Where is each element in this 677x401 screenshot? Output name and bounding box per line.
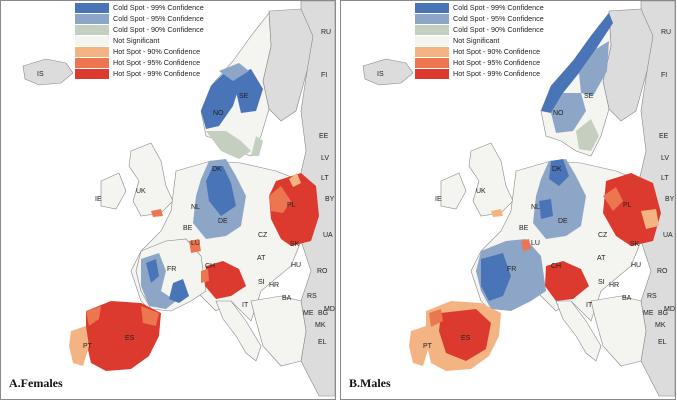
map-panel-females: Cold Spot - 99% Confidence Cold Spot - 9…: [0, 0, 336, 400]
panel-title: B.Males: [349, 376, 391, 390]
map-panel-males: Cold Spot - 99% Confidence Cold Spot - 9…: [340, 0, 676, 400]
legend-swatch-not-significant: [415, 36, 449, 46]
europe-map-females: [22, 1, 335, 397]
legend-swatch-hot-90: [415, 47, 449, 57]
legend-swatch-cold-95: [415, 14, 449, 24]
legend-swatch-cold-90: [75, 25, 109, 35]
legend-swatch-cold-95: [75, 14, 109, 24]
legend-swatch-hot-90: [75, 47, 109, 57]
legend-swatch-hot-95: [75, 58, 109, 68]
europe-map-males: [362, 1, 675, 397]
legend-swatch-cold-99: [75, 3, 109, 13]
legend-swatch-not-significant: [75, 36, 109, 46]
legend-swatch-hot-95: [415, 58, 449, 68]
legend-swatch-hot-99: [415, 69, 449, 79]
legend-swatch-cold-90: [415, 25, 449, 35]
legend-swatch-hot-99: [75, 69, 109, 79]
panel-title: A.Females: [9, 376, 63, 390]
legend-swatch-cold-99: [415, 3, 449, 13]
